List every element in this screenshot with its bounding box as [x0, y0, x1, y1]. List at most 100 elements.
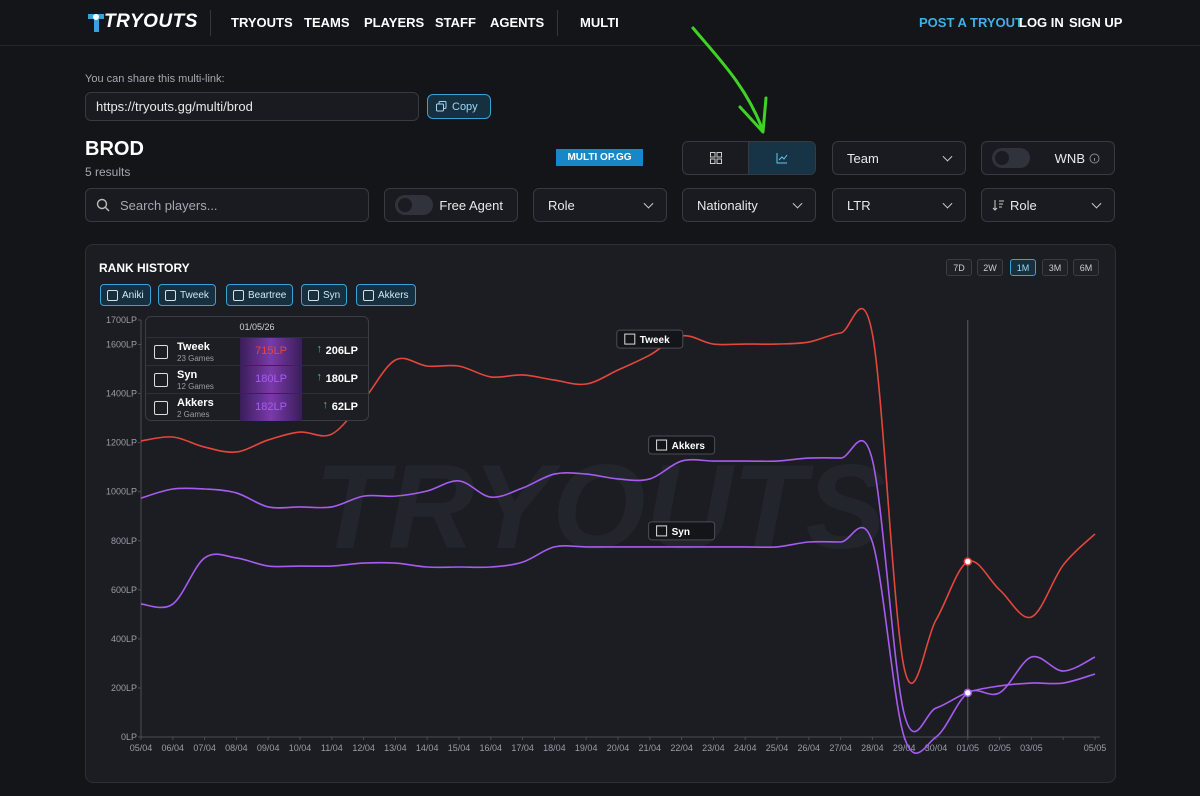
player-name: Beartree — [248, 289, 287, 301]
series-line — [140, 307, 1096, 685]
range-button[interactable]: 3M — [1042, 259, 1068, 276]
player-name: Akkers — [177, 397, 214, 409]
sign-up[interactable]: SIGN UP — [1069, 15, 1123, 30]
navbar — [0, 0, 1200, 46]
post-tryout[interactable]: POST A TRYOUT — [919, 15, 1023, 30]
rank-badge — [240, 338, 302, 365]
watermark: TRYOUTS — [314, 440, 885, 574]
x-tick-label: 30/04 — [925, 743, 948, 753]
hover-dot — [963, 557, 973, 566]
games: 12 Games — [177, 382, 214, 391]
rank-lp: 715LP — [255, 345, 287, 357]
rank-badge — [240, 394, 302, 421]
tooltip-row: Tweek 23 Games 715LP 206LP ↑ — [146, 337, 368, 365]
x-tick-label: 12/04 — [352, 743, 375, 753]
page-title: BROD — [85, 138, 144, 160]
rank-lp: 182LP — [255, 401, 287, 413]
range-button[interactable]: 6M — [1073, 259, 1099, 276]
chart: TRYOUTS 0LP 200LP 400LP 600LP 800LP 1000LP 1200… — [106, 307, 1106, 754]
y-tick-label: 0LP — [121, 732, 137, 742]
y-tick-label: 200LP — [111, 683, 137, 693]
gain-arrow: ↑ — [316, 371, 323, 383]
x-tick-label: 17/04 — [511, 743, 534, 753]
rank-lp: 180LP — [255, 373, 287, 385]
player-icon — [154, 345, 168, 359]
nav-link[interactable]: TEAMS — [304, 15, 350, 30]
player-chip[interactable]: Syn — [301, 284, 348, 306]
player-name: Syn — [323, 289, 341, 301]
range-button[interactable]: 7D — [946, 259, 972, 276]
nav-link[interactable]: PLAYERS — [364, 15, 425, 30]
x-tick-label: 28/04 — [861, 743, 884, 753]
nationality-dropdown[interactable]: Nationality — [682, 188, 816, 222]
nav-link[interactable]: TRYOUTS — [231, 15, 293, 30]
player-chip[interactable]: Tweek — [158, 284, 216, 306]
logo[interactable]: TRYOUTS — [104, 11, 198, 32]
y-tick-label: 800LP — [111, 536, 137, 546]
log-in[interactable]: LOG IN — [1019, 15, 1064, 30]
games: 23 Games — [177, 354, 214, 363]
x-tick-label: 18/04 — [543, 743, 566, 753]
free-agent-toggle[interactable]: Free Agent — [384, 188, 518, 222]
share-url: https://tryouts.gg/multi/brod — [96, 99, 253, 114]
chart-view[interactable] — [749, 142, 815, 174]
nav-link[interactable]: STAFF — [435, 15, 476, 30]
panel-title: RANK HISTORY — [99, 261, 190, 275]
tooltip-date: 01/05/26 — [239, 322, 275, 332]
x-tick-label: 10/04 — [289, 743, 312, 753]
dropdown-label: Team — [847, 150, 879, 166]
lp-gain: 62LP — [331, 401, 358, 413]
range-button[interactable]: 2W — [977, 259, 1003, 276]
tooltip-row: Akkers 2 Games 182LP 62LP ↑ — [146, 393, 368, 421]
nav-link[interactable]: MULTI — [580, 15, 619, 30]
team-dropdown[interactable]: Team — [832, 141, 966, 175]
dropdown-label: LTR — [847, 197, 871, 213]
toggle-label: WNB — [1054, 150, 1085, 166]
logo-icon — [88, 14, 104, 32]
x-tick-label: 09/04 — [257, 743, 280, 753]
copy-button[interactable]: Copy — [427, 94, 491, 119]
player-chip[interactable]: Akkers — [356, 284, 416, 306]
player-name: Syn — [177, 369, 198, 381]
x-tick-label: 08/04 — [225, 743, 248, 753]
x-tick-label: 02/05 — [988, 743, 1011, 753]
gain-arrow: ↑ — [322, 399, 329, 411]
share-input[interactable]: https://tryouts.gg/multi/brod — [85, 92, 419, 121]
player-chip[interactable]: Beartree — [226, 284, 294, 306]
y-tick-label: 1200LP — [106, 438, 137, 448]
search-input[interactable]: Search players... — [85, 188, 369, 222]
series-line — [140, 440, 1096, 733]
role-dropdown[interactable]: Role — [533, 188, 667, 222]
line-label: Syn — [672, 527, 690, 538]
player-chip[interactable]: Aniki — [100, 284, 151, 306]
nav-link[interactable]: AGENTS — [490, 15, 545, 30]
y-tick-label: 1400LP — [106, 389, 137, 399]
line-label: Tweek — [640, 335, 670, 346]
copy-text: Copy — [452, 100, 478, 113]
x-tick-label: 22/04 — [670, 743, 693, 753]
wnb-toggle[interactable]: WNB — [981, 141, 1115, 175]
range-button[interactable]: 1M — [1010, 259, 1036, 276]
player-name: Tweek — [180, 289, 209, 301]
player-name: Aniki — [122, 289, 144, 301]
y-tick-label: 400LP — [111, 634, 137, 644]
x-tick-label: 01/05 — [957, 743, 980, 753]
multi-opgg-badge[interactable]: MULTI OP.GG — [556, 149, 643, 166]
sort-dropdown[interactable]: LTR — [832, 188, 966, 222]
y-tick-label: 600LP — [111, 585, 137, 595]
x-tick-label: 06/04 — [162, 743, 185, 753]
y-tick-label: 1700LP — [106, 315, 137, 325]
y-tick-label: 1000LP — [106, 487, 137, 497]
line-label-icon — [656, 525, 668, 537]
grid-view[interactable] — [683, 142, 749, 174]
line-label-icon — [624, 333, 636, 345]
x-tick-label: 23/04 — [702, 743, 725, 753]
tooltip: 01/05/26 Tweek 23 Games 715LP 206LP ↑ Syn 12 G… — [145, 316, 369, 421]
line-label-icon — [656, 439, 668, 451]
line-label: Akkers — [672, 441, 706, 452]
sort-role-dropdown[interactable]: Role — [981, 188, 1115, 222]
dropdown-label: Role — [1010, 197, 1037, 213]
separator — [557, 10, 558, 36]
lp-gain: 206LP — [325, 345, 358, 357]
